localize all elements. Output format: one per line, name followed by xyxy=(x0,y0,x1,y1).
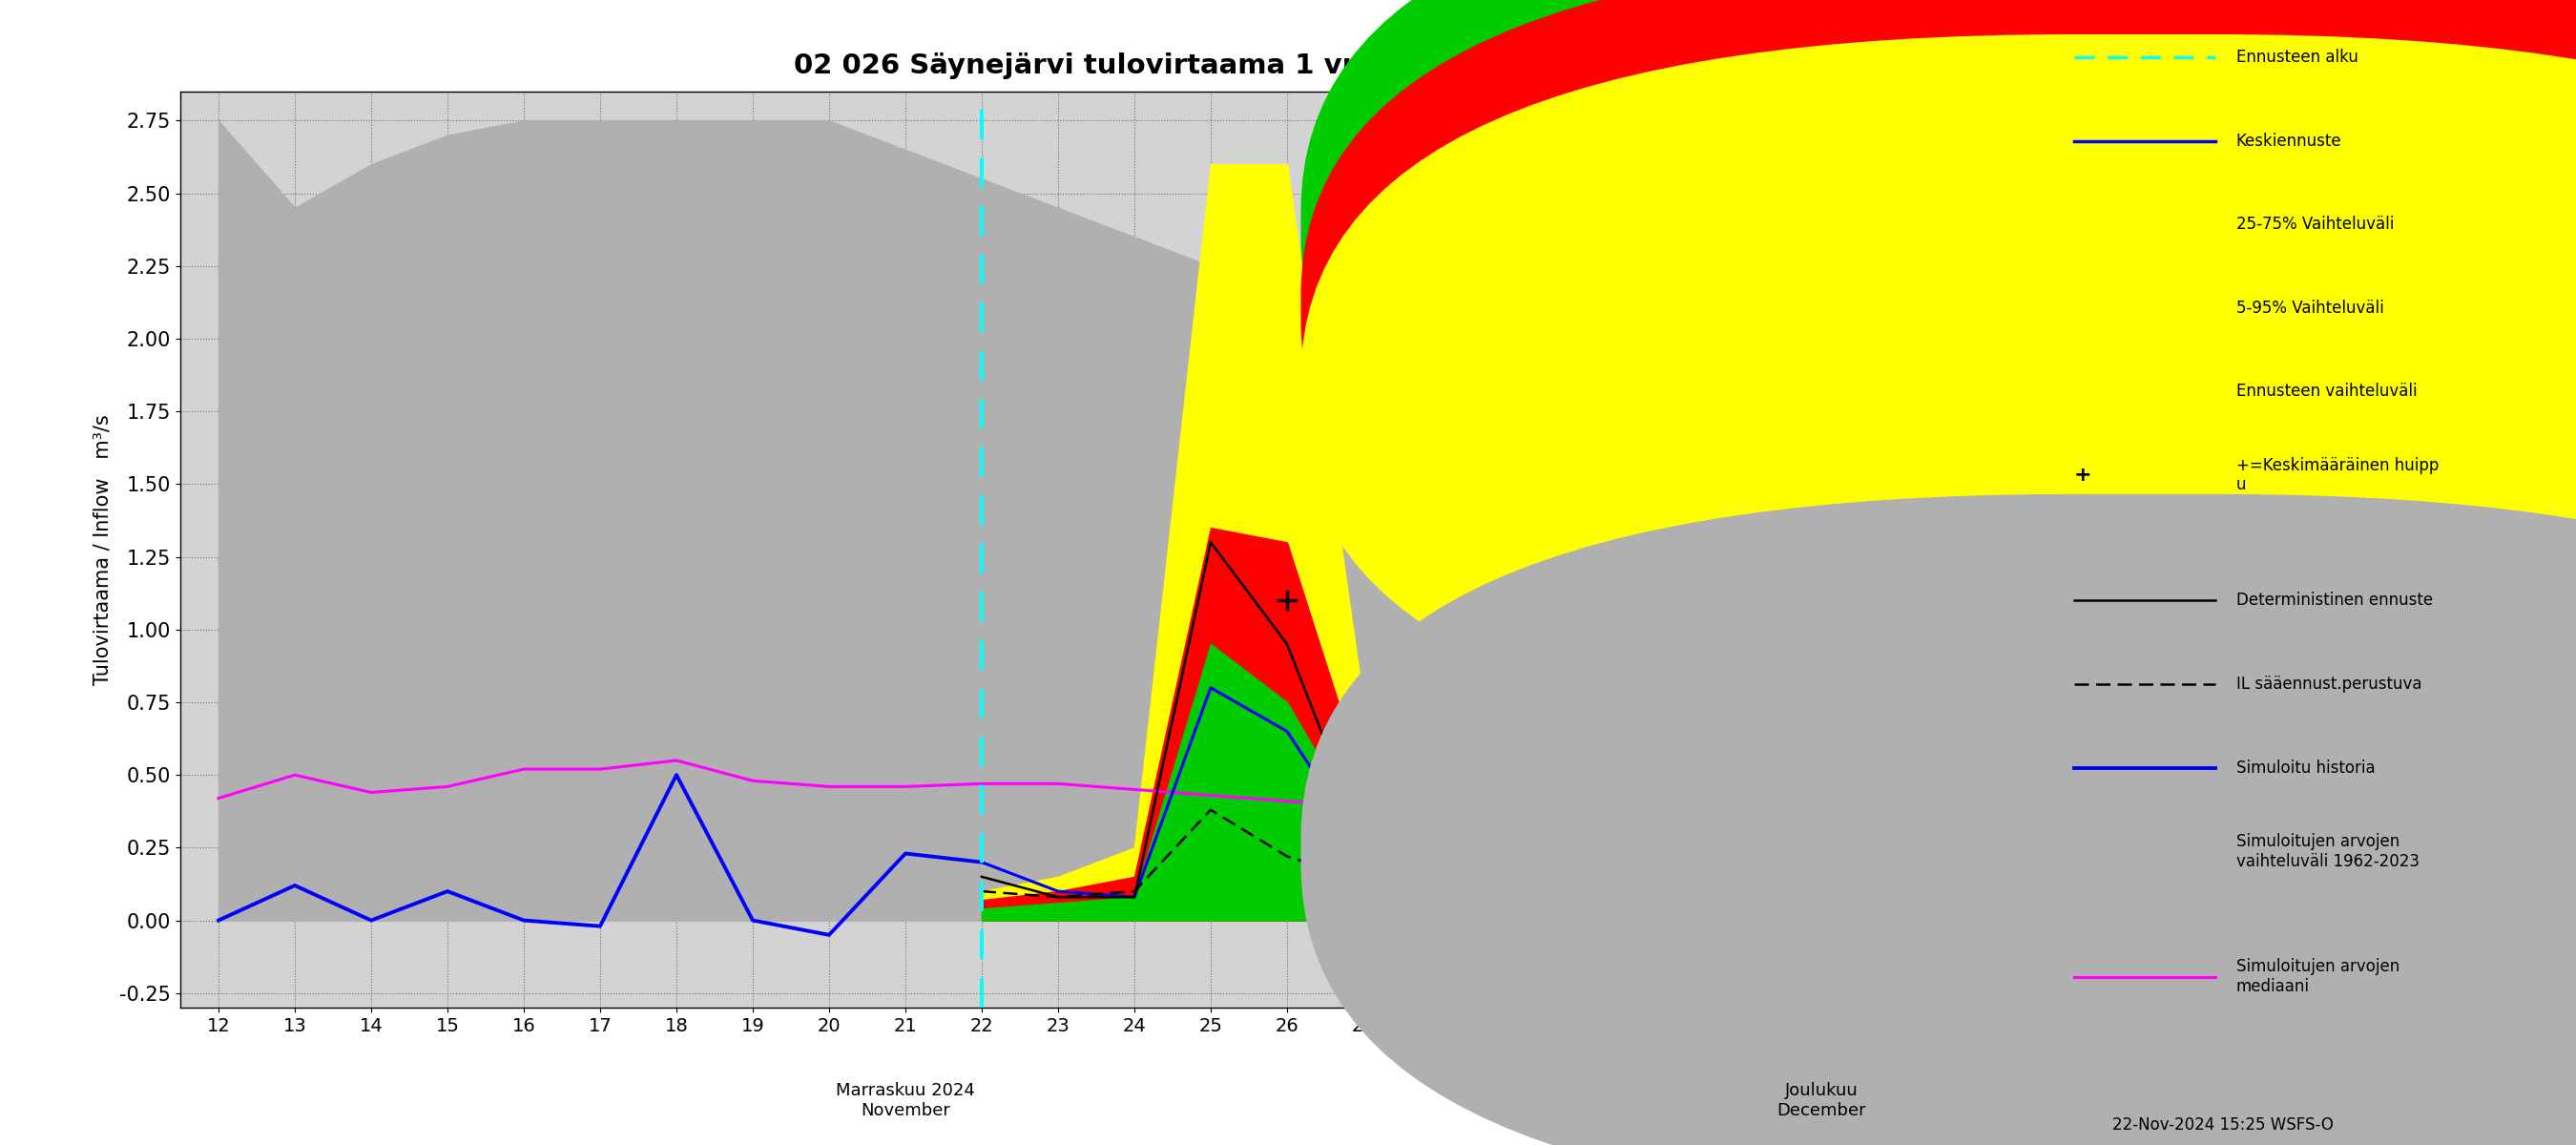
Text: Ennusteen vaihteluväli: Ennusteen vaihteluväli xyxy=(2236,382,2416,400)
Text: Joulukuu
December: Joulukuu December xyxy=(1777,1082,1865,1119)
Text: Simuloitu historia: Simuloitu historia xyxy=(2236,759,2375,776)
Text: +: + xyxy=(2074,466,2092,484)
Y-axis label: Tulovirtaama / Inflow   m³/s: Tulovirtaama / Inflow m³/s xyxy=(93,414,111,685)
Text: Deterministinen ennuste: Deterministinen ennuste xyxy=(2236,592,2432,609)
Text: Marraskuu 2024
November: Marraskuu 2024 November xyxy=(835,1082,974,1119)
Title: 02 026 Säynejärvi tulovirtaama 1 vrk ka: 02 026 Säynejärvi tulovirtaama 1 vrk ka xyxy=(793,52,1422,79)
Text: IL sääennust.perustuva: IL sääennust.perustuva xyxy=(2236,676,2421,693)
Text: Simuloitujen arvojen
mediaani: Simuloitujen arvojen mediaani xyxy=(2236,958,2398,995)
Text: Simuloitujen arvojen
vaihteluväli 1962-2023: Simuloitujen arvojen vaihteluväli 1962-2… xyxy=(2236,832,2419,870)
Text: Ennusteen alku: Ennusteen alku xyxy=(2236,48,2357,65)
Text: Keskiennuste: Keskiennuste xyxy=(2236,132,2342,149)
Text: +​=Keskimääräinen huipp
u: +​=Keskimääräinen huipp u xyxy=(2236,457,2439,493)
Text: 5-95% Vaihteluväli: 5-95% Vaihteluväli xyxy=(2236,299,2383,316)
Text: 22-Nov-2024 15:25 WSFS-O: 22-Nov-2024 15:25 WSFS-O xyxy=(2112,1116,2334,1134)
Text: 25-75% Vaihteluväli: 25-75% Vaihteluväli xyxy=(2236,215,2393,232)
